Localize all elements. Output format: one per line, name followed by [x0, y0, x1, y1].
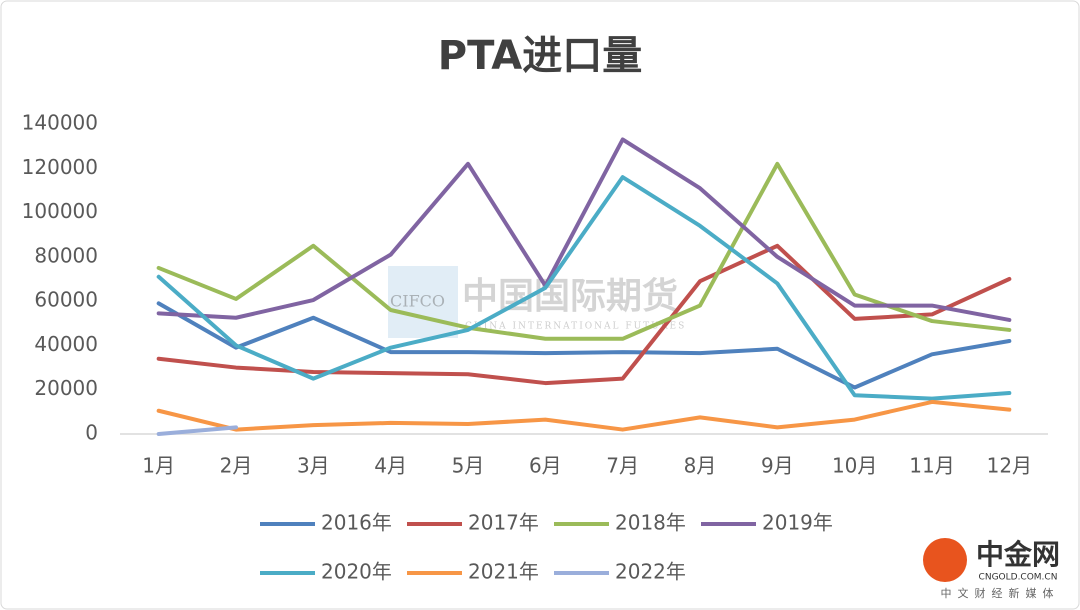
- watermark-name: 中国国际期货: [462, 276, 678, 317]
- y-tick-label: 0: [85, 421, 98, 445]
- x-tick-label: 6月: [529, 454, 562, 478]
- legend-label: 2018年: [615, 511, 686, 535]
- x-tick-label: 5月: [452, 454, 485, 478]
- y-tick-label: 20000: [34, 376, 98, 400]
- watermark-sub: CHINA INTERNATIONAL FUTURES: [465, 322, 686, 332]
- corner-logo-url: CNGOLD.COM.CN: [979, 573, 1058, 583]
- watermark-box: [388, 266, 458, 338]
- legend-label: 2019年: [762, 511, 833, 535]
- series-line: [156, 399, 1012, 432]
- corner-logo-name: 中金网: [976, 538, 1060, 571]
- legend-label: 2017年: [468, 511, 539, 535]
- x-tick-label: 12月: [987, 454, 1032, 478]
- y-tick-label: 100000: [22, 199, 98, 223]
- y-tick-label: 140000: [22, 111, 98, 135]
- series-line: [156, 425, 238, 436]
- y-tick-label: 80000: [34, 243, 98, 267]
- corner-logo-tagline: 中文财经新媒体: [941, 586, 1060, 600]
- series-line: [156, 175, 1012, 401]
- y-tick-label: 60000: [34, 288, 98, 312]
- x-tick-label: 4月: [374, 454, 407, 478]
- x-tick-label: 1月: [142, 454, 175, 478]
- y-tick-label: 120000: [22, 155, 98, 179]
- x-tick-label: 2月: [220, 454, 253, 478]
- watermark-logo: CIFCO: [390, 292, 445, 311]
- x-tick-label: 9月: [761, 454, 794, 478]
- legend-label: 2021年: [468, 560, 539, 584]
- x-tick-label: 8月: [684, 454, 717, 478]
- chart-title: PTA进口量: [438, 33, 642, 79]
- legend-label: 2020年: [321, 560, 392, 584]
- x-tick-label: 7月: [606, 454, 639, 478]
- series-line: [156, 301, 1012, 390]
- legend-label: 2022年: [615, 560, 686, 584]
- series-line: [156, 137, 1012, 322]
- x-tick-label: 3月: [297, 454, 330, 478]
- x-tick-label: 10月: [832, 454, 877, 478]
- x-tick-label: 11月: [909, 454, 954, 478]
- series-line: [156, 161, 1012, 341]
- legend-label: 2016年: [321, 511, 392, 535]
- y-tick-label: 40000: [34, 332, 98, 356]
- corner-logo-icon: [923, 538, 967, 582]
